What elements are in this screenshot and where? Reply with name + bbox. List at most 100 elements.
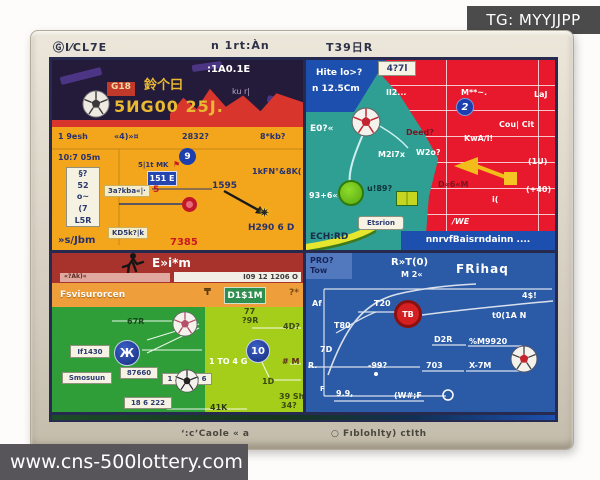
tenge-glyph: ₸	[204, 287, 211, 298]
chart-label: D2R	[434, 335, 453, 344]
red-area-label: KwA/i!	[464, 134, 494, 143]
soccer-ball-icon	[175, 369, 199, 397]
field-label: ?9R	[242, 316, 259, 325]
chart-label: 9.9,	[336, 389, 354, 398]
row-label: 1 9esh	[58, 132, 88, 141]
field-value-box: If1430	[70, 345, 110, 358]
soccer-ball-icon	[172, 311, 198, 341]
orange-strip-label: Fsvisurorcen	[60, 290, 126, 300]
teal-label: u!89?	[367, 184, 393, 193]
panel-bottom-right: PRO? Tow R»T(0) M 2« FRihaq TB	[306, 253, 555, 412]
grid-line	[306, 85, 555, 86]
teal-label: 93+6«	[309, 191, 338, 200]
soccer-ball-icon	[510, 345, 538, 377]
screen: G18 鈴个曰 5ИG00 25J. :1A0.1E ku r| 1 9esh …	[49, 57, 558, 422]
value-h290: H290 6 D	[248, 223, 295, 233]
node-circle-9: 9	[179, 148, 196, 165]
tb-marker-circle: TB	[394, 300, 422, 328]
bottom-left-label: »s/Jbm	[58, 235, 96, 246]
blue-box-151e: 151 E	[147, 171, 177, 186]
field-label: 34?	[281, 401, 297, 410]
list-item: L5R	[74, 215, 92, 225]
site-watermark: www.cns-500lottery.com	[0, 444, 248, 480]
chart-label: F	[320, 385, 325, 393]
g18-badge: G18	[107, 82, 135, 96]
chart-label: 4$!	[522, 291, 537, 300]
highlight-label: KD5k?|k	[108, 227, 149, 239]
panel-bottom-left: E»i*m «?Ak)« I09 12 1206 O Fsvisurorcen …	[52, 253, 303, 412]
chart-label: Af	[312, 299, 322, 308]
chart-label: (W#;F	[394, 391, 422, 400]
corner-label: n 12.5Cm	[312, 84, 360, 94]
teal-label: M2i7x	[378, 150, 405, 159]
pink-strip: «?Ak)«	[60, 273, 170, 282]
list-box: §? 52 o~ (7 L5R	[66, 167, 100, 227]
chart-label: 7D	[320, 345, 333, 354]
grid-line	[306, 214, 555, 215]
red-strip	[52, 120, 303, 127]
red-area-label: D«6«M	[438, 180, 469, 189]
field-label: 41K	[210, 403, 228, 412]
node-circle-x: Ж	[114, 340, 140, 366]
row-label: 10:7 05m	[58, 153, 101, 162]
field-label: 39 Sh	[279, 392, 303, 401]
red-five: 5	[153, 185, 160, 195]
red-area-label: W2o?	[416, 148, 441, 157]
corner-label: PRO?	[310, 256, 334, 265]
chart-label: t0(1A N	[492, 311, 527, 320]
grid-line	[538, 60, 539, 231]
red-area-label: i(	[492, 195, 499, 204]
tl-header-scene: G18 鈴个曰 5ИG00 25J. :1A0.1E ku r|	[52, 60, 303, 127]
tl-flow-panel: 1 9esh «4)»¤ 2832? 8*kb? 10:7 05m 9 5|1t…	[52, 127, 303, 250]
corner-label: Hite lo>?	[316, 68, 363, 78]
starburst-icon: ✷	[259, 206, 270, 221]
list-item: §?	[78, 169, 88, 179]
row-label: «4)»¤	[114, 132, 139, 141]
chart-label: 703	[426, 361, 443, 370]
red-node-circle	[182, 197, 197, 212]
red-area-label: LaJ	[534, 90, 548, 99]
teal-label: E0?«	[310, 124, 334, 134]
player-silhouette-icon	[120, 253, 146, 280]
chart-title: R»T(0)	[391, 257, 429, 268]
bezel-caption-left: ʻ:cʼCaole « a	[181, 429, 250, 439]
grid-line	[306, 136, 555, 137]
bezel-caption-right: ○ Fıblohlty) ctIth	[331, 429, 427, 439]
lime-box	[396, 191, 418, 206]
red-area-label: (1U)	[528, 157, 548, 166]
red-area-label: Deed?	[406, 128, 434, 137]
chart-label: -99?	[368, 361, 388, 370]
pink-strip-label: «?Ak)«	[64, 273, 87, 280]
bl-title-band: E»i*m «?Ak)« I09 12 1206 O	[52, 253, 303, 283]
red-area-label: Il2...	[386, 88, 407, 97]
corner-label: Tow	[310, 265, 328, 275]
screen-footer-strip	[52, 415, 555, 420]
row-label: 2832?	[182, 132, 209, 141]
chart-label: X-7M	[469, 361, 492, 370]
field-value-box: 18 6 222	[124, 397, 172, 409]
node-circle-10: 10	[246, 339, 270, 363]
purple-streak	[59, 67, 103, 85]
etsrion-pill: Etsrion	[358, 216, 404, 230]
field-label: 1 TO 4 G	[209, 357, 248, 366]
bl-title: E»i*m	[152, 256, 191, 270]
field-value-box: Smosuun	[62, 372, 112, 384]
panel-top-right: Hite lo>? n 12.5Cm 4?7l E0?« M2i7x u!89?…	[306, 60, 555, 250]
grid-line	[446, 60, 447, 231]
star-label: ?*	[289, 288, 299, 298]
chart-label: T80	[334, 321, 351, 330]
field-label: 67R	[127, 317, 145, 326]
br-corner-box: PRO? Tow	[306, 253, 352, 279]
right-stack-label: 1kFN°&8K(	[252, 167, 302, 176]
header-topright-label: :1A0.1E	[207, 64, 251, 75]
flag-icon: ⚑	[173, 160, 181, 169]
red-area-label: M**~.	[461, 88, 488, 97]
field-label: 1D	[262, 377, 275, 386]
highlight-label: 3a?kba«|·	[104, 185, 150, 197]
chart-label: R.	[308, 361, 318, 370]
panel-top-left: G18 鈴个曰 5ИG00 25J. :1A0.1E ku r| 1 9esh …	[52, 60, 303, 250]
top-white-box: 4?7l	[378, 61, 416, 76]
value-1595: 1595	[212, 181, 238, 191]
soccer-ball-icon	[351, 107, 381, 141]
field-label: 77	[244, 307, 256, 316]
